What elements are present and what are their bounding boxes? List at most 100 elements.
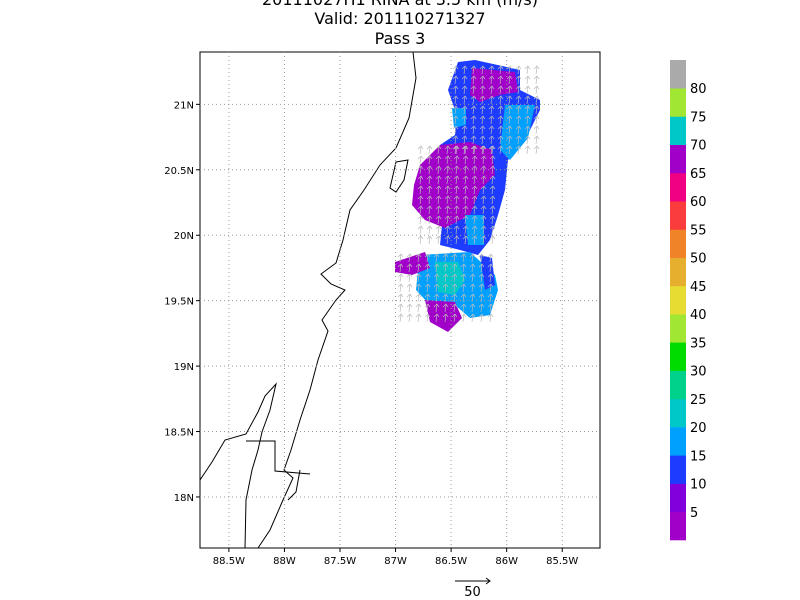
wind-vector [453,185,460,195]
wind-vector [471,225,478,235]
wind-vector [480,195,487,205]
wind-vector [442,313,449,323]
colorbar-segment [670,201,686,230]
wind-vector [415,263,422,273]
wind-vector [480,155,487,165]
wind-vector [451,303,458,313]
wind-vector [452,75,459,85]
wind-vector [533,65,540,75]
wind-vector [533,135,540,145]
wind-vector [469,313,476,323]
wind-vector [524,105,531,115]
wind-vector [433,263,440,273]
wind-vector [435,165,442,175]
wind-vector [506,95,513,105]
y-tick-label: 18N [174,493,194,504]
wind-vector [444,215,451,225]
x-tick-label: 85.5W [546,556,578,567]
colorbar-label: 20 [690,421,707,436]
wind-vector [444,175,451,185]
wind-vector [452,105,459,115]
y-tick-label: 20.5N [164,166,194,177]
wind-vector [497,75,504,85]
wind-vector [480,225,487,235]
title: 20111027H1 RINA at 3.5 km (m/s) [262,0,538,9]
x-tick-label: 86W [495,556,518,567]
wind-vector [444,195,451,205]
wind-vector [424,293,431,303]
wind-vector [452,135,459,145]
wind-vector [524,65,531,75]
wind-vector [453,145,460,155]
wind-vector [461,115,468,125]
wind-vector [452,95,459,105]
wind-vector [417,235,424,245]
wind-vector [426,175,433,185]
wind-vector [480,175,487,185]
wind-vector [417,145,424,155]
wind-vector [426,195,433,205]
wind-vector [497,85,504,95]
wind-vector [497,95,504,105]
wind-vector [478,313,485,323]
wind-vector [453,235,460,245]
wind-vector [460,293,467,303]
wind-vector [479,85,486,95]
wind-vector [406,303,413,313]
wind-vector [415,303,422,313]
wind-vector [444,185,451,195]
wind-vector [524,75,531,85]
wind-vector [435,235,442,245]
wind-vector [489,215,496,225]
wind-vector [470,105,477,115]
wind-vector [506,115,513,125]
wind-vector [479,65,486,75]
wind-vector [488,65,495,75]
colorbar-label: 40 [690,308,707,323]
wind-vector [462,175,469,185]
wind-vector [489,235,496,245]
wind-vector [497,145,504,155]
map-frame [199,51,601,549]
wind-vector [453,155,460,165]
colorbar-segment [670,229,686,258]
wind-vector [460,253,467,263]
wind-vector [461,135,468,145]
wind-vector [417,195,424,205]
wind-vector [442,293,449,303]
wind-vector [478,283,485,293]
wind-vector [426,145,433,155]
wind-vector [462,155,469,165]
wind-vector [489,175,496,185]
colorbar-segment [670,483,686,513]
wind-vector [460,273,467,283]
wind-vector [444,145,451,155]
wind-vector [515,95,522,105]
wind-vector [444,155,451,165]
wind-vector [506,85,513,95]
x-tick-label: 87W [384,556,407,567]
wind-vector [488,75,495,85]
colorbar-segment [670,257,686,287]
colorbar-segment [670,342,686,371]
wind-vector [479,75,486,85]
wind-vector [426,165,433,175]
wind-vector [487,303,494,313]
wind-vector [460,283,467,293]
wind-vector [451,293,458,303]
colorbar-label: 10 [690,478,707,493]
wind-vector [524,115,531,125]
wind-vector [524,85,531,95]
wind-vector [478,303,485,313]
wind-vector [515,145,522,155]
wind-vector [452,125,459,135]
wind-vector [470,115,477,125]
colorbar-segment [670,144,686,174]
wind-vector [453,225,460,235]
y-tick-label: 18.5N [164,428,194,439]
wind-vector [469,253,476,263]
wind-vector [524,95,531,105]
x-tick-label: 88.5W [213,556,245,567]
wind-vector [426,215,433,225]
wind-vector [488,135,495,145]
